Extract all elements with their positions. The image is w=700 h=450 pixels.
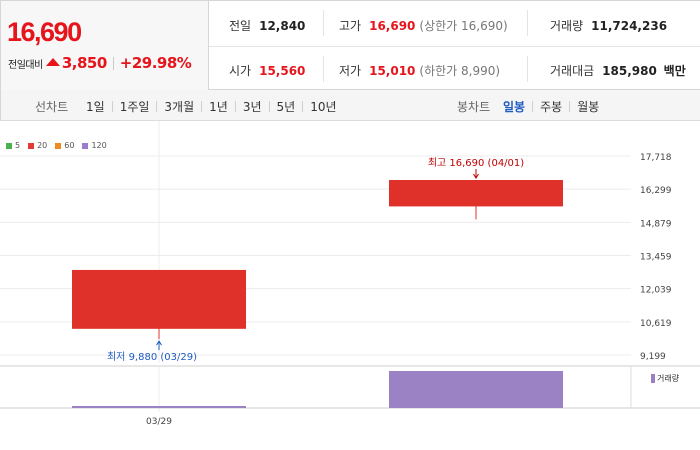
legend-label: 60 xyxy=(64,141,75,150)
y-tick-label: 16,299 xyxy=(640,186,672,196)
toolbar-divider xyxy=(201,101,203,112)
change-row: 전일대비 3,850 +29.98% xyxy=(8,54,192,72)
stat-label: 시가 xyxy=(229,64,252,78)
legend-swatch xyxy=(55,142,62,149)
change-label: 전일대비 xyxy=(8,59,43,71)
candle-period-group: 일봉 주봉 월봉 xyxy=(496,98,606,115)
stat-value: 15,010 xyxy=(369,64,416,78)
stat-row-divider xyxy=(209,46,700,47)
stat-divider xyxy=(323,56,324,82)
stat-label: 저가 xyxy=(339,64,362,78)
legend-label: 120 xyxy=(91,141,107,150)
stat-prev-close: 전일 12,840 xyxy=(229,17,305,34)
line-period-button-3[interactable]: 1년 xyxy=(209,100,228,114)
max-arrowhead-icon xyxy=(473,173,479,179)
quote-panel: 16,690 전일대비 3,850 +29.98% 전일 12,840 고가 16,… xyxy=(0,0,700,90)
stat-low: 저가 15,010 (하한가 8,990) xyxy=(339,62,500,79)
y-tick-label: 17,718 xyxy=(640,153,672,163)
stat-value: 185,980 xyxy=(602,64,657,78)
toolbar-divider xyxy=(302,101,304,112)
line-period-button-6[interactable]: 10년 xyxy=(310,100,337,114)
candle-body xyxy=(72,269,246,329)
volume-legend: 거래량 xyxy=(651,373,679,384)
candle-period-button-0[interactable]: 일봉 xyxy=(503,100,526,114)
y-tick-label: 13,459 xyxy=(640,252,672,262)
candlestick-chart: 17,718 16,299 14,879 13,459 12,039 10,619 9,19… xyxy=(0,121,700,427)
x-tick-label: 03/29 xyxy=(146,417,172,427)
change-divider xyxy=(112,56,114,70)
min-price-annotation: 최저 9,880 (03/29) xyxy=(107,351,197,363)
stat-volume: 거래량 11,724,236 xyxy=(550,17,667,34)
toolbar-divider xyxy=(268,101,270,112)
line-period-button-2[interactable]: 3개월 xyxy=(164,100,195,114)
line-period-group: 1일 1주일 3개월 1년 3년 5년 10년 xyxy=(79,98,344,115)
price-box: 16,690 전일대비 3,850 +29.98% xyxy=(1,1,209,90)
y-tick-label: 10,619 xyxy=(640,319,672,329)
stat-label: 거래대금 xyxy=(550,64,595,78)
line-period-button-1[interactable]: 1주일 xyxy=(119,100,150,114)
line-period-button-5[interactable]: 5년 xyxy=(276,100,296,114)
current-price: 16,690 xyxy=(7,17,82,47)
stat-trade-value: 거래대금 185,980 백만 xyxy=(550,62,686,79)
toolbar-divider xyxy=(111,101,113,112)
up-arrow-icon xyxy=(45,58,60,66)
legend-swatch xyxy=(28,142,35,149)
stat-unit: 백만 xyxy=(663,64,686,78)
y-tick-label: 9,199 xyxy=(640,352,666,362)
legend-swatch xyxy=(82,142,89,149)
stat-open: 시가 15,560 xyxy=(229,62,305,79)
toolbar-divider xyxy=(569,101,571,112)
candle-period-button-2[interactable]: 월봉 xyxy=(577,100,600,114)
stat-high: 고가 16,690 (상한가 16,690) xyxy=(339,17,508,34)
legend-item-ma20: 20 xyxy=(28,141,47,150)
legend-label: 20 xyxy=(37,141,48,150)
legend-item-ma60: 60 xyxy=(55,141,74,150)
price-chart-area: 5 20 60 120 17,718 16,299 14,879 13,459 12,039 1… xyxy=(0,121,700,450)
stat-value: 16,690 xyxy=(369,19,416,33)
stat-value: 12,840 xyxy=(259,19,306,33)
volume-legend-label: 거래량 xyxy=(657,374,680,383)
y-tick-label: 14,879 xyxy=(640,219,672,229)
stat-label: 거래량 xyxy=(550,19,584,33)
candle-body xyxy=(389,180,563,207)
chart-period-toolbar: 선차트 1일 1주일 3개월 1년 3년 5년 10년 봉차트 일봉 주봉 월봉 xyxy=(0,90,700,121)
legend-swatch xyxy=(6,142,12,149)
y-tick-label: 12,039 xyxy=(640,286,672,296)
toolbar-divider xyxy=(156,101,158,112)
toolbar-divider xyxy=(234,101,236,112)
candle-period-button-1[interactable]: 주봉 xyxy=(540,100,563,114)
toolbar-divider xyxy=(532,101,534,112)
volume-legend-swatch xyxy=(651,374,655,383)
lower-limit: (하한가 8,990) xyxy=(419,64,501,78)
moving-average-legend: 5 20 60 120 xyxy=(6,141,115,150)
stat-label: 전일 xyxy=(229,19,252,33)
change-amount: 3,850 xyxy=(61,54,107,72)
legend-label: 5 xyxy=(15,141,21,150)
line-period-button-4[interactable]: 3년 xyxy=(242,100,262,114)
candle-chart-label: 봉차트 xyxy=(457,100,491,114)
line-period-button-0[interactable]: 1일 xyxy=(86,100,105,114)
upper-limit: (상한가 16,690) xyxy=(419,19,508,33)
legend-item-ma120: 120 xyxy=(82,141,107,150)
stat-value: 11,724,236 xyxy=(591,19,668,33)
stat-label: 고가 xyxy=(339,19,362,33)
max-price-annotation: 최고 16,690 (04/01) xyxy=(428,157,524,169)
line-chart-label: 선차트 xyxy=(35,100,69,114)
stat-divider xyxy=(527,10,528,36)
change-percent: +29.98% xyxy=(119,54,192,72)
volume-bar xyxy=(72,406,246,408)
min-arrowhead-icon xyxy=(156,340,162,346)
stat-value: 15,560 xyxy=(259,64,306,78)
stat-divider xyxy=(323,10,324,36)
volume-bar xyxy=(389,371,563,408)
stat-divider xyxy=(527,56,528,82)
legend-item-ma5: 5 xyxy=(6,141,20,150)
